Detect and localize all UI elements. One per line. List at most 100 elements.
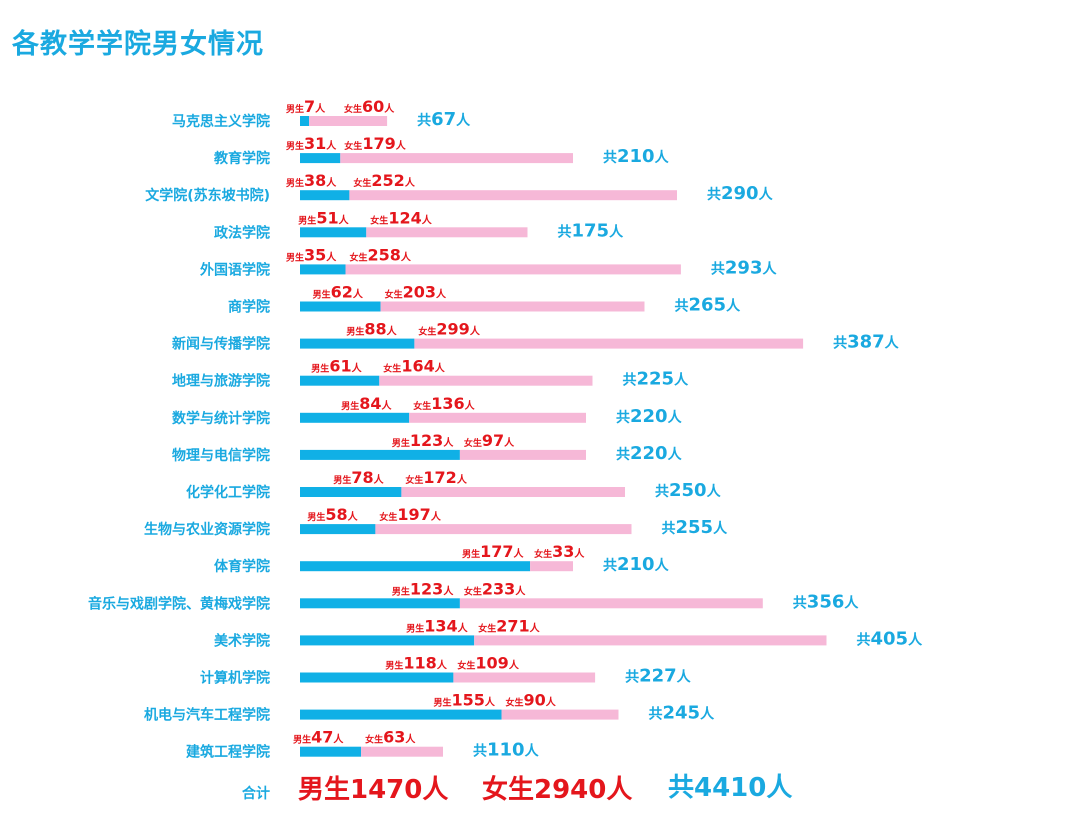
category-label: 文学院(苏东坡书院): [145, 187, 270, 204]
male-count-label: 男生134人: [406, 616, 468, 635]
row-total-label: 共175人: [558, 220, 625, 241]
category-label: 体育学院: [214, 558, 270, 575]
category-label: 数学与统计学院: [172, 410, 270, 427]
category-label: 建筑工程学院: [186, 744, 270, 761]
row-total-label: 共356人: [793, 591, 860, 612]
female-bar: [349, 190, 677, 201]
female-count-label: 女生63人: [365, 728, 416, 747]
male-count-label: 男生118人: [385, 654, 447, 673]
female-count-label: 女生164人: [383, 357, 445, 376]
male-count-label: 男生47人: [293, 728, 344, 747]
female-bar: [366, 227, 528, 238]
female-count-label: 女生60人: [344, 97, 395, 116]
male-bar: [300, 412, 410, 423]
female-count-label: 女生90人: [506, 691, 557, 710]
male-bar: [300, 375, 380, 386]
male-count-label: 男生177人: [462, 542, 524, 561]
summary-male-total: 男生1470人: [298, 775, 448, 805]
female-count-label: 女生179人: [344, 134, 406, 153]
category-label: 机电与汽车工程学院: [144, 707, 270, 724]
male-bar: [300, 449, 460, 460]
female-bar: [453, 672, 596, 683]
female-count-label: 女生109人: [457, 654, 519, 673]
row-total-label: 共387人: [833, 332, 900, 353]
category-label: 计算机学院: [200, 670, 270, 687]
female-count-label: 女生271人: [478, 616, 540, 635]
male-count-label: 男生123人: [392, 431, 454, 450]
male-count-label: 男生62人: [313, 283, 364, 302]
female-bar: [401, 487, 625, 497]
summary-row: 合计 男生1470人 女生2940人 共4410人: [242, 773, 792, 805]
category-label: 美术学院: [214, 632, 270, 649]
category-label: 马克思主义学院: [172, 113, 270, 130]
male-bar: [300, 116, 310, 126]
male-count-label: 男生31人: [286, 134, 337, 153]
summary-label: 合计: [242, 785, 270, 802]
category-label: 生物与农业资源学院: [144, 521, 270, 538]
female-bar: [379, 375, 593, 386]
male-count-label: 男生58人: [307, 505, 358, 524]
row-total-label: 共67人: [417, 109, 471, 130]
female-count-label: 女生203人: [385, 283, 447, 302]
male-bar: [300, 227, 367, 238]
category-label: 地理与旅游学院: [172, 373, 270, 390]
male-bar: [300, 561, 531, 572]
male-bar: [300, 709, 502, 720]
male-count-label: 男生88人: [346, 320, 397, 339]
male-bar: [300, 338, 415, 349]
male-bar: [300, 746, 362, 757]
category-label: 物理与电信学院: [172, 447, 270, 464]
male-count-label: 男生84人: [341, 394, 392, 413]
female-bar: [501, 709, 619, 720]
female-count-label: 女生124人: [370, 208, 432, 227]
male-count-label: 男生51人: [298, 208, 349, 227]
female-bar: [375, 524, 632, 535]
category-label: 外国语学院: [200, 261, 270, 278]
female-bar: [309, 116, 388, 126]
page-title: 各教学学院男女情况: [12, 29, 264, 60]
row-total-label: 共210人: [603, 146, 670, 167]
row-total-label: 共225人: [623, 369, 690, 390]
female-bar: [459, 449, 586, 460]
row-total-label: 共245人: [649, 703, 716, 724]
female-count-label: 女生252人: [353, 171, 415, 190]
female-bar: [340, 153, 573, 164]
category-label: 教育学院: [214, 150, 270, 167]
row-total-label: 共255人: [662, 517, 729, 538]
female-count-label: 女生299人: [418, 320, 480, 339]
male-count-label: 男生78人: [333, 468, 384, 487]
female-bar: [459, 598, 763, 609]
row-total-label: 共250人: [655, 480, 722, 501]
row-total-label: 共405人: [857, 628, 924, 649]
summary-female-total: 女生2940人: [482, 774, 632, 805]
female-bar: [414, 338, 804, 349]
summary-grand-total: 共4410人: [668, 773, 792, 803]
male-count-label: 男生123人: [392, 579, 454, 598]
female-count-label: 女生33人: [534, 542, 585, 561]
female-count-label: 女生258人: [350, 245, 412, 264]
male-bar: [300, 487, 402, 497]
female-count-label: 女生97人: [464, 431, 515, 450]
row-total-label: 共220人: [616, 443, 683, 464]
female-bar: [409, 412, 586, 423]
category-label: 政法学院: [214, 224, 270, 241]
male-bar: [300, 635, 475, 646]
male-bar: [300, 524, 376, 535]
female-count-label: 女生233人: [464, 579, 526, 598]
category-label: 音乐与戏剧学院、黄梅戏学院: [88, 595, 270, 612]
female-bar: [474, 635, 827, 646]
